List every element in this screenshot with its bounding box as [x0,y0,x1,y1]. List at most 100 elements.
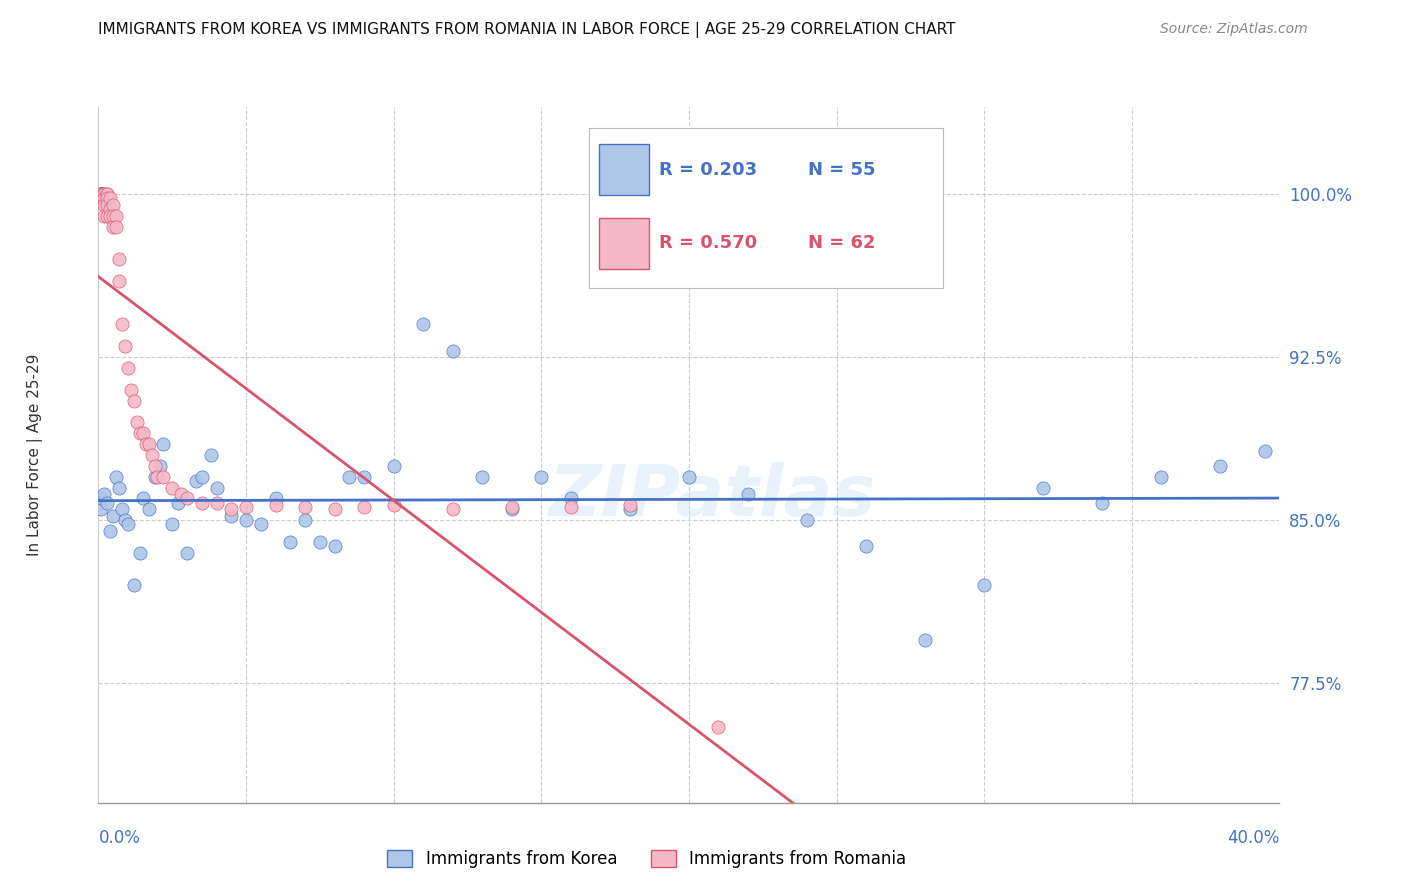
Point [93,191,115,205]
Point [678,469,700,483]
Text: Source: ZipAtlas.com: Source: ZipAtlas.com [1160,22,1308,37]
Point [90,502,112,516]
Point [167,496,190,510]
Point [471,469,494,483]
Point [707,720,730,734]
Point [191,469,214,483]
Point [1254,443,1277,458]
Point [135,437,157,451]
Point [143,458,166,473]
Point [149,458,172,473]
Point [353,469,375,483]
Point [1032,481,1054,495]
Point [235,513,257,527]
Point [90,194,112,208]
Point [108,274,131,288]
Point [294,500,316,514]
Point [191,496,214,510]
Point [560,491,582,506]
Y-axis label: In Labor Force | Age 25-29: In Labor Force | Age 25-29 [27,354,42,556]
Point [441,502,464,516]
Point [162,481,183,495]
Point [90,491,112,506]
Point [323,539,346,553]
Point [98,524,121,538]
Point [382,458,405,473]
Point [264,491,287,506]
Point [93,209,115,223]
Point [111,502,134,516]
Point [114,339,136,353]
Point [205,496,228,510]
Point [128,426,150,441]
Point [105,469,128,483]
Point [560,500,582,514]
Point [103,209,125,223]
Text: ZIPatlas: ZIPatlas [548,462,876,531]
Point [138,437,160,451]
Point [973,578,995,592]
Point [96,187,118,202]
Point [1209,458,1232,473]
Text: IMMIGRANTS FROM KOREA VS IMMIGRANTS FROM ROMANIA IN LABOR FORCE | AGE 25-29 CORR: IMMIGRANTS FROM KOREA VS IMMIGRANTS FROM… [98,22,956,38]
Point [146,469,169,483]
Point [501,500,523,514]
Point [93,187,115,202]
Point [103,219,125,234]
Point [90,187,112,202]
Point [264,498,287,512]
Text: 40.0%: 40.0% [1227,829,1279,847]
Point [796,513,818,527]
Point [125,415,148,429]
Legend: Immigrants from Korea, Immigrants from Romania: Immigrants from Korea, Immigrants from R… [381,843,912,875]
Point [250,517,273,532]
Point [108,252,131,267]
Point [382,498,405,512]
Point [122,578,145,592]
Point [152,469,174,483]
Point [337,469,360,483]
Point [294,513,316,527]
Point [103,508,125,523]
Point [200,448,222,462]
Point [111,318,134,332]
Point [96,209,118,223]
Point [205,481,228,495]
Point [105,209,128,223]
Point [619,498,641,512]
Point [93,198,115,212]
Point [152,437,174,451]
Point [170,487,193,501]
Point [412,318,434,332]
Point [914,632,936,647]
Point [105,219,128,234]
Point [90,187,112,202]
Point [132,491,155,506]
Point [235,500,257,514]
Point [120,383,142,397]
Point [737,487,759,501]
Point [219,502,242,516]
Point [278,534,302,549]
Point [96,198,118,212]
Point [162,517,183,532]
Point [90,187,112,202]
Point [98,191,121,205]
Point [176,546,198,560]
Point [441,343,464,358]
Point [138,502,160,516]
Point [353,500,375,514]
Point [309,534,332,549]
Point [117,360,139,375]
Point [501,502,523,516]
Point [98,209,121,223]
Point [98,202,121,217]
Point [93,187,115,202]
Text: 0.0%: 0.0% [98,829,141,847]
Point [143,469,166,483]
Point [114,513,136,527]
Point [90,187,112,202]
Point [1150,469,1173,483]
Point [90,187,112,202]
Point [128,546,150,560]
